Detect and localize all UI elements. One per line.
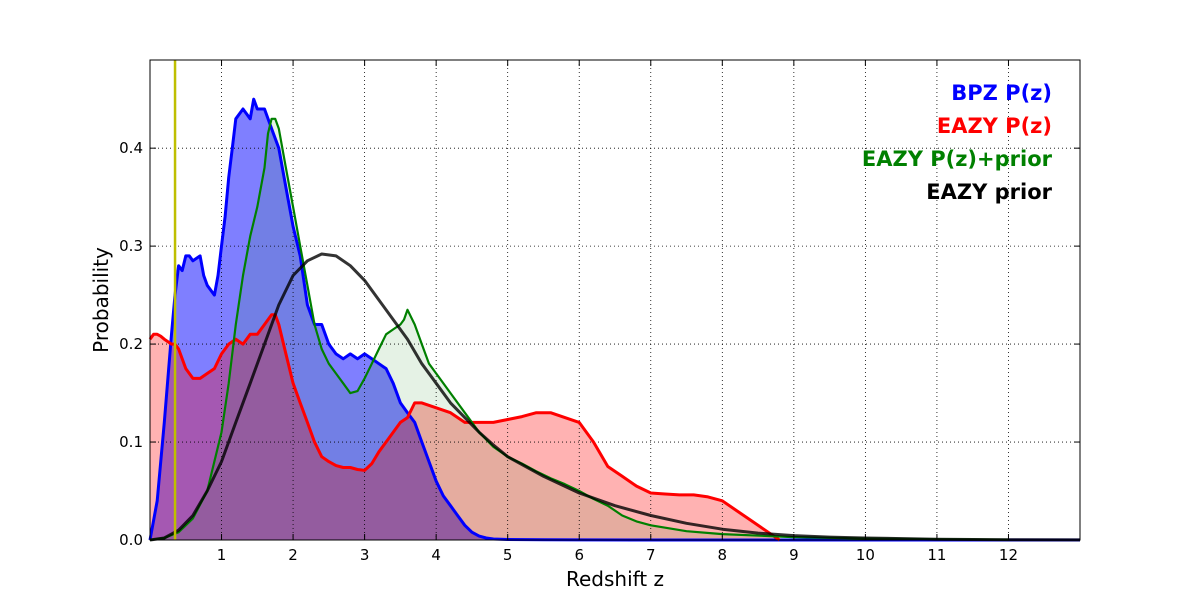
x-tick-label: 1 xyxy=(217,546,227,564)
series-line-eazy-prior xyxy=(149,252,1081,542)
y-tick-label: 0.0 xyxy=(119,531,143,549)
y-tick-label: 0.1 xyxy=(119,433,143,451)
series-fill-eazy-p-z xyxy=(150,314,780,540)
legend-entry-eazy-p-z: EAZY P(z) xyxy=(937,114,1052,138)
axis-ticks: 1 2 3 4 5 6 7 8 9 10 11 120.00.10.20.30.4 xyxy=(119,60,1080,564)
y-tick-label: 0.4 xyxy=(119,139,143,157)
x-tick-label: 11 xyxy=(927,546,946,564)
x-tick-label: 10 xyxy=(856,546,875,564)
legend: BPZ P(z) EAZY P(z) EAZY P(z)+prior EAZY pri… xyxy=(862,81,1053,204)
series-line-eazy-p-z xyxy=(148,313,781,542)
series-fills xyxy=(150,99,1080,541)
series-line-bpz-p-z xyxy=(148,97,1080,542)
legend-entry-eazy-prior: EAZY prior xyxy=(926,180,1052,204)
x-tick-label: 4 xyxy=(431,546,441,564)
x-tick-label: 2 xyxy=(288,546,298,564)
legend-entry-bpz-p-z: BPZ P(z) xyxy=(951,81,1052,105)
x-tick-label: 8 xyxy=(718,546,728,564)
series-fill-eazy-p-z-prior xyxy=(150,118,1009,541)
y-tick-label: 0.3 xyxy=(119,237,143,255)
x-tick-label: 5 xyxy=(503,546,513,564)
legend-entry-eazy-p-z-prior: EAZY P(z)+prior xyxy=(862,147,1053,171)
grid-lines xyxy=(150,60,1080,540)
plot-frame xyxy=(149,59,1081,541)
x-tick-label: 12 xyxy=(999,546,1018,564)
x-tick-label: 7 xyxy=(646,546,656,564)
y-axis-label: Probability xyxy=(89,247,113,353)
y-tick-label: 0.2 xyxy=(119,335,143,353)
x-tick-label: 3 xyxy=(360,546,370,564)
series-lines xyxy=(148,97,1081,542)
x-axis-label: Redshift z xyxy=(566,567,664,591)
series-fill-bpz-p-z xyxy=(150,99,1080,540)
x-tick-label: 6 xyxy=(574,546,584,564)
x-tick-label: 9 xyxy=(789,546,799,564)
